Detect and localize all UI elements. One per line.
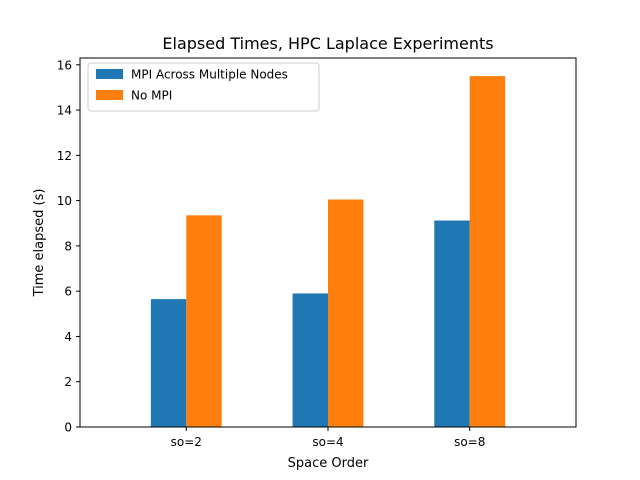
y-axis: 0 2 4 6 8 10 12 14 16 [57,58,80,435]
x-axis-label: Space Order [288,456,369,471]
y-tick-label: 16 [57,58,72,72]
y-tick-label: 10 [57,194,72,208]
y-tick-label: 4 [64,330,72,344]
legend-swatch [96,90,123,100]
legend-label: MPI Across Multiple Nodes [131,68,288,82]
plot-frame [79,57,577,428]
x-axis: so=2 so=4 so=8 [171,427,485,449]
legend-swatch [96,69,123,79]
y-tick-label: 0 [64,421,72,435]
y-tick-label: 14 [57,104,72,118]
x-tick-label: so=2 [171,435,202,449]
bar-2-3 [469,76,506,428]
bar-2-2 [328,199,364,427]
legend-box [87,62,320,112]
bar-1-3 [434,220,470,427]
bar-1-1 [150,299,187,427]
legend-label: No MPI [131,89,172,103]
y-tick-label: 12 [57,149,72,163]
y-tick-label: 2 [64,375,72,389]
chart-title: Elapsed Times, HPC Laplace Experiments [162,34,493,53]
bar-2-1 [186,215,222,427]
y-axis-label: Time elapsed (s) [32,189,47,298]
x-tick-label: so=8 [454,435,485,449]
y-tick-label: 6 [64,285,72,299]
bars-group [150,76,506,428]
bar-1-2 [292,293,328,427]
legend: MPI Across Multiple Nodes No MPI [87,62,320,112]
y-tick-label: 8 [64,239,72,253]
x-tick-label: so=4 [312,435,343,449]
